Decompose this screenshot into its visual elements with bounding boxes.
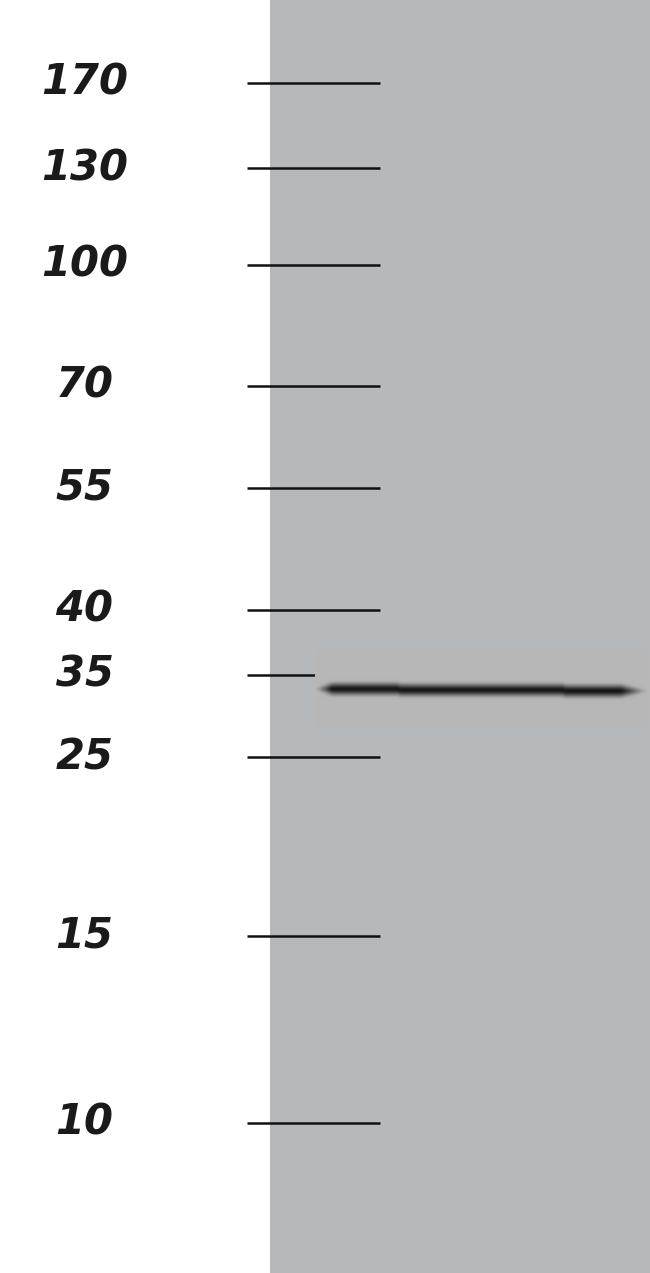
Text: 35: 35 [55,654,114,695]
Text: 40: 40 [55,589,114,630]
Text: 170: 170 [41,62,128,103]
Text: 70: 70 [55,365,114,406]
Text: 130: 130 [41,148,128,188]
Text: 10: 10 [55,1102,114,1143]
Text: 15: 15 [55,915,114,956]
Bar [270,0,650,1273]
Text: 55: 55 [55,467,114,508]
Text: 25: 25 [55,737,114,778]
Text: 100: 100 [41,244,128,285]
